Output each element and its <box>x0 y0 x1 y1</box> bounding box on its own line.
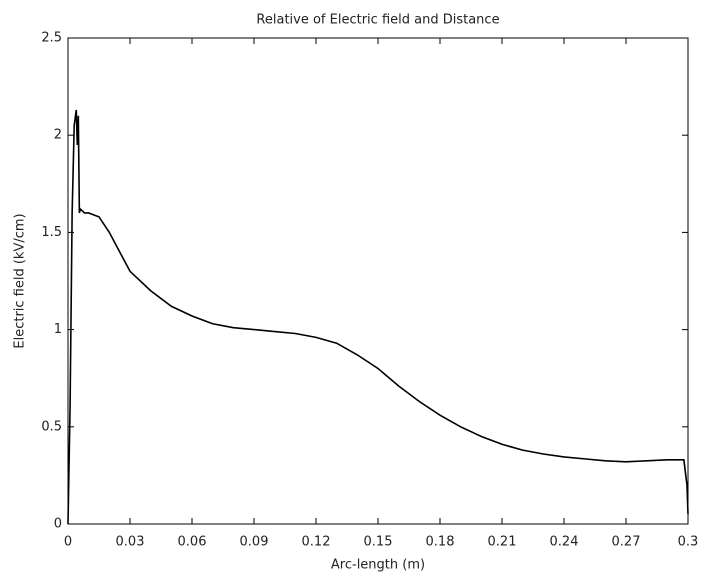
x-tick-label: 0.27 <box>612 535 641 550</box>
x-tick-label: 0.18 <box>426 535 455 550</box>
y-tick-label: 0 <box>54 517 62 532</box>
x-axis-label: Arc-length (m) <box>331 558 425 573</box>
x-tick-label: 0.15 <box>364 535 393 550</box>
x-tick-label: 0.3 <box>678 535 699 550</box>
y-tick-label: 2.5 <box>41 31 62 46</box>
x-tick-label: 0 <box>64 535 72 550</box>
x-tick-label: 0.12 <box>302 535 331 550</box>
chart-title: Relative of Electric field and Distance <box>256 13 499 28</box>
data-line <box>67 109 689 525</box>
x-tick-label: 0.21 <box>488 535 517 550</box>
plot-frame <box>67 37 689 525</box>
x-tick-label: 0.24 <box>550 535 579 550</box>
x-tick-label: 0.06 <box>178 535 207 550</box>
y-tick-label: 2 <box>54 128 62 143</box>
y-tick-label: 1 <box>54 322 62 337</box>
x-tick-label: 0.09 <box>240 535 269 550</box>
y-tick-label: 0.5 <box>41 419 62 434</box>
y-tick-label: 1.5 <box>41 225 62 240</box>
x-tick-label: 0.03 <box>116 535 145 550</box>
y-axis-label: Electric field (kV/cm) <box>13 213 28 348</box>
